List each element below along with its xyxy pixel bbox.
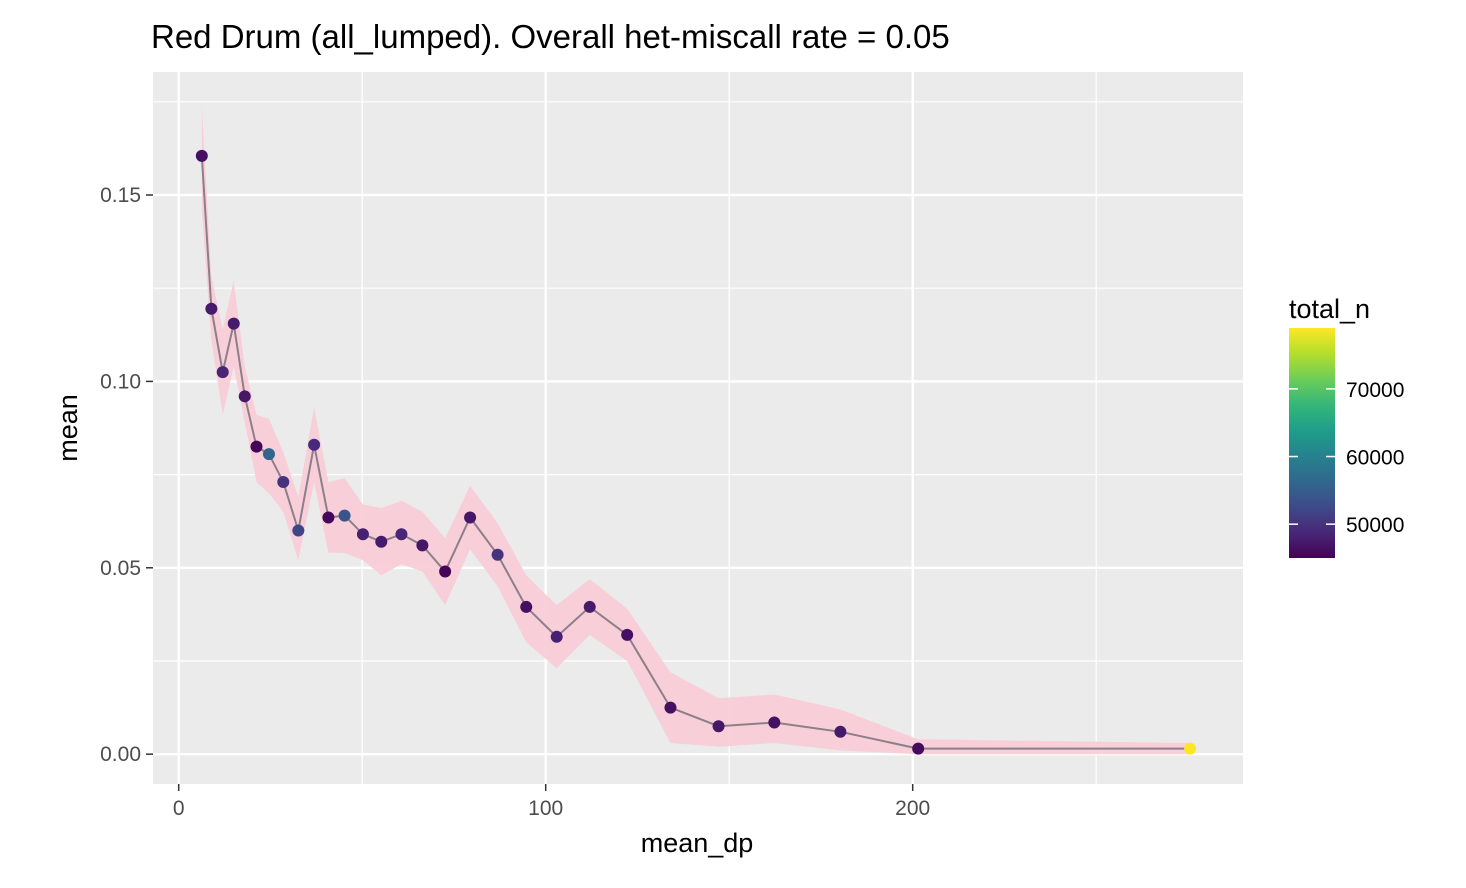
x-axis-ticks: 0 100 200: [173, 784, 930, 820]
data-point: [216, 366, 229, 379]
y-axis-ticks: 0.00 0.05 0.10 0.15: [100, 184, 153, 766]
legend-title: total_n: [1289, 294, 1370, 324]
data-point: [712, 720, 725, 733]
y-axis-title: mean: [53, 394, 83, 462]
data-point: [416, 539, 429, 552]
data-point: [491, 548, 504, 561]
data-point: [1184, 742, 1197, 755]
colorbar-tick-label: 50000: [1346, 514, 1404, 537]
y-tick-label: 0.00: [100, 743, 141, 766]
y-tick-label: 0.15: [100, 184, 141, 207]
data-point: [664, 701, 677, 714]
data-point: [375, 535, 388, 548]
data-point: [395, 528, 408, 541]
data-point: [238, 390, 251, 403]
data-point: [834, 725, 847, 738]
data-point: [338, 509, 351, 522]
data-point: [262, 448, 275, 461]
data-points: [195, 149, 1197, 755]
plot-panel: [153, 72, 1243, 784]
data-point: [292, 524, 305, 537]
minor-gridlines: [153, 72, 1243, 784]
data-point: [583, 600, 596, 613]
data-point: [912, 742, 925, 755]
data-point: [322, 511, 335, 524]
x-axis-title: mean_dp: [641, 828, 754, 858]
colorbar-ticks: 50000 60000 70000: [1289, 379, 1404, 537]
data-point: [277, 476, 290, 489]
x-tick-label: 200: [895, 797, 930, 820]
data-point: [464, 511, 477, 524]
data-point: [439, 565, 452, 578]
data-point: [250, 440, 263, 453]
data-point: [768, 716, 781, 729]
colorbar-tick-label: 60000: [1346, 447, 1404, 470]
x-tick-label: 0: [173, 797, 185, 820]
data-point: [308, 438, 321, 451]
data-point: [356, 528, 369, 541]
data-point: [621, 628, 634, 641]
data-point: [520, 600, 533, 613]
y-tick-label: 0.05: [100, 557, 141, 580]
colorbar-tick-label: 70000: [1346, 379, 1404, 402]
data-point: [550, 630, 563, 643]
chart-title: Red Drum (all_lumped). Overall het-misca…: [151, 18, 950, 55]
data-point: [205, 302, 218, 315]
y-tick-label: 0.10: [100, 370, 141, 393]
x-tick-label: 100: [528, 797, 563, 820]
colorbar-legend: total_n 50000 60000 70000: [1289, 294, 1404, 558]
data-point: [195, 149, 208, 162]
confidence-ribbon: [201, 105, 1191, 755]
data-point: [227, 317, 240, 330]
colorbar: [1289, 328, 1335, 558]
